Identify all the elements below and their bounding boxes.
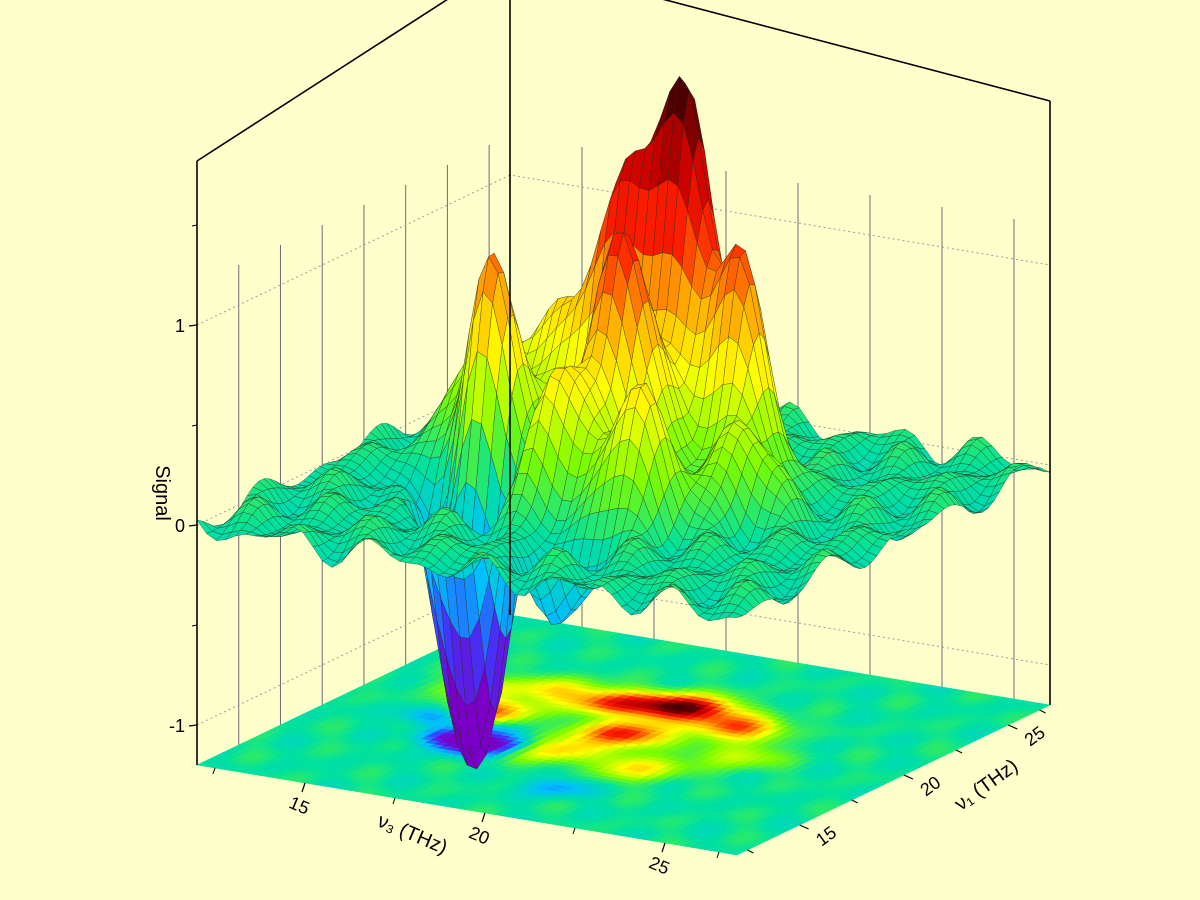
grid-line <box>196 574 1051 726</box>
grid-line <box>196 174 1051 326</box>
floor-contour-map <box>196 614 1051 856</box>
grid-line <box>196 374 1051 526</box>
